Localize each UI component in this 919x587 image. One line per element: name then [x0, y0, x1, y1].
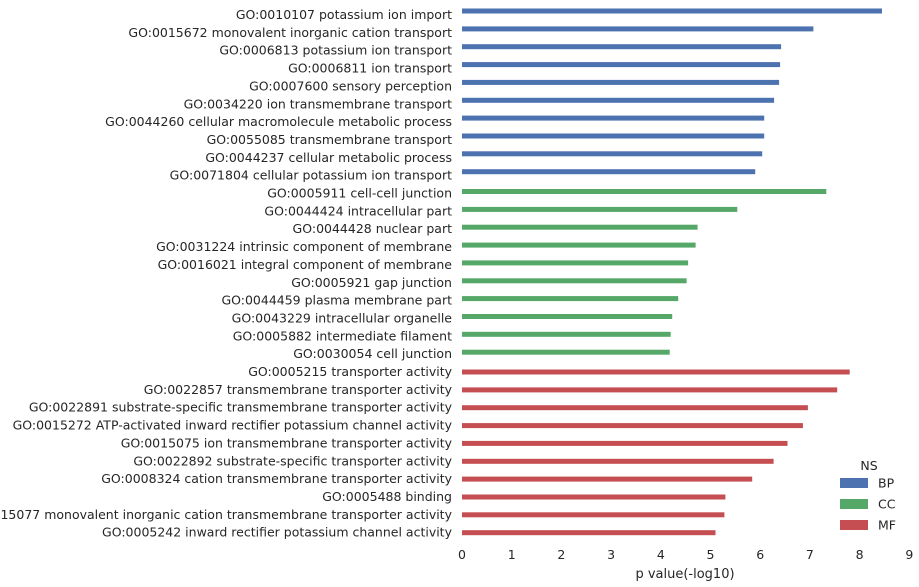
bar: [462, 62, 781, 68]
category-label: GO:0071804 cellular potassium ion transp…: [170, 168, 452, 183]
category-label: GO:0008324 cation transmembrane transpor…: [101, 471, 452, 486]
bar: [462, 189, 827, 194]
category-label: GO:0044428 nuclear part: [293, 221, 453, 236]
bar: [462, 151, 763, 157]
bar: [462, 242, 696, 248]
category-label: GO:0044260 cellular macromolecule metabo…: [105, 114, 452, 129]
legend-label: CC: [878, 497, 896, 512]
x-axis-label: p value(-log10): [635, 567, 734, 582]
bars-group: [462, 8, 882, 536]
bar: [462, 278, 687, 284]
legend-title: NS: [860, 458, 877, 473]
legend-swatch: [840, 478, 868, 488]
x-tick-labels-group: 0 1 2 3 4 5 6 7 8 9: [458, 547, 913, 562]
bar: [462, 133, 765, 139]
bar: [462, 314, 673, 319]
bar: [462, 349, 670, 355]
category-label: GO:0022857 transmembrane transporter act…: [144, 382, 453, 397]
x-tick-label: 8: [856, 547, 864, 562]
bar: [462, 44, 782, 50]
category-label: GO:0006813 potassium ion transport: [219, 43, 452, 58]
bar: [462, 458, 774, 464]
legend-swatch: [840, 520, 868, 530]
x-tick-label: 3: [607, 547, 615, 562]
category-label: GO:0006811 ion transport: [288, 61, 452, 76]
category-label: GO:0030054 cell junction: [293, 346, 452, 361]
x-tick-label: 5: [707, 547, 715, 562]
category-label: GO:0034220 ion transmembrane transport: [184, 96, 453, 111]
category-label: GO:0016021 integral component of membran…: [158, 257, 453, 272]
category-labels-group: GO:0010107 potassium ion import GO:001567…: [0, 7, 453, 540]
category-label: GO:0010107 potassium ion import: [236, 7, 452, 22]
category-label: GO:0005215 transporter activity: [248, 364, 452, 379]
bar: [462, 97, 775, 103]
bar: [462, 206, 738, 212]
legend-label: BP: [878, 476, 895, 491]
category-label: GO:0005911 cell-cell junction: [267, 186, 452, 201]
x-tick-label: 6: [756, 547, 764, 562]
bar: [462, 115, 765, 121]
bar: [462, 79, 780, 85]
category-label: GO:0015672 monovalent inorganic cation t…: [128, 25, 452, 40]
bar: [462, 296, 679, 302]
category-label: GO:0005921 gap junction: [291, 275, 452, 290]
bar: [462, 512, 725, 518]
bar: [462, 8, 882, 14]
category-label: GO:0005882 intermediate filament: [233, 328, 452, 343]
bar: [462, 26, 814, 32]
bar: [462, 331, 671, 337]
category-label: GO:0005242 inward rectifier potassium ch…: [102, 525, 453, 540]
bar: [462, 440, 788, 446]
bar: [462, 476, 753, 482]
bar: [462, 530, 716, 536]
category-label: GO:0044424 intracellular part: [264, 203, 452, 218]
bar: [462, 405, 808, 411]
x-tick-label: 4: [657, 547, 665, 562]
category-label: GO:0005488 binding: [322, 489, 452, 504]
legend-swatch: [840, 499, 868, 509]
x-tick-label: 1: [508, 547, 516, 562]
bar: [462, 169, 756, 175]
x-tick-label: 7: [806, 547, 814, 562]
category-label: GO:0055085 transmembrane transport: [207, 132, 453, 147]
category-label: GO:0015077 monovalent inorganic cation t…: [0, 507, 453, 522]
bar: [462, 423, 803, 429]
bar: [462, 494, 726, 500]
category-label: GO:0015075 ion transmembrane transporter…: [121, 435, 453, 450]
category-label: GO:0015272 ATP-activated inward rectifie…: [13, 418, 453, 433]
category-label: GO:0031224 intrinsic component of membra…: [156, 239, 452, 254]
legend: NS BP CC MF: [840, 458, 896, 533]
legend-label: MF: [878, 518, 896, 533]
x-tick-label: 9: [905, 547, 913, 562]
bar: [462, 369, 850, 375]
bar: [462, 387, 838, 393]
category-label: GO:0044459 plasma membrane part: [221, 293, 452, 308]
category-label: GO:0043229 intracellular organelle: [232, 311, 453, 326]
category-label: GO:0022891 substrate-specific transmembr…: [29, 400, 453, 415]
bar: [462, 224, 698, 230]
x-tick-label: 2: [557, 547, 565, 562]
category-label: GO:0007600 sensory perception: [249, 78, 452, 93]
category-label: GO:0044237 cellular metabolic process: [205, 150, 452, 165]
x-tick-label: 0: [458, 547, 466, 562]
bar: [462, 260, 689, 266]
category-label: GO:0022892 substrate-specific transporte…: [133, 453, 452, 468]
